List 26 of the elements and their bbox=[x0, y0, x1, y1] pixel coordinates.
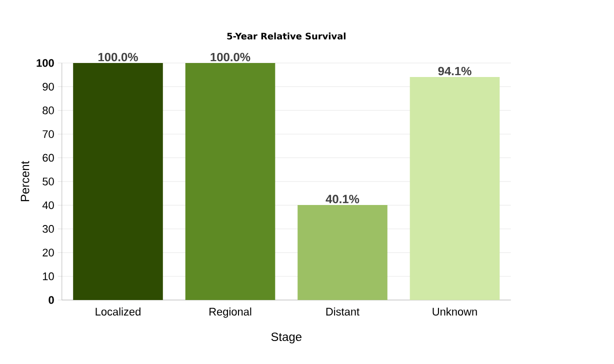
y-tick-label: 0 bbox=[48, 296, 54, 304]
y-tick-label: 100 bbox=[36, 59, 54, 67]
y-axis-title: Percent bbox=[20, 160, 30, 202]
y-tick-label: 90 bbox=[42, 82, 54, 91]
chart-title: 5-Year Relative Survival bbox=[227, 32, 346, 40]
data-label: 100.0% bbox=[210, 52, 250, 62]
y-tick-label: 10 bbox=[42, 272, 54, 280]
y-tick-label: 30 bbox=[42, 225, 54, 233]
bar bbox=[298, 204, 388, 300]
data-label: 100.0% bbox=[98, 52, 138, 62]
data-label: 94.1% bbox=[438, 66, 472, 76]
x-tick-label: Regional bbox=[210, 308, 252, 318]
x-axis-title: Stage bbox=[271, 332, 302, 344]
data-label: 40.1% bbox=[326, 194, 360, 204]
y-tick-label: 80 bbox=[42, 106, 54, 114]
x-tick-label: Localized bbox=[96, 308, 140, 316]
y-tick-label: 50 bbox=[42, 178, 54, 186]
x-tick-label: Unknown bbox=[432, 308, 477, 316]
y-tick-label: 60 bbox=[42, 154, 54, 162]
x-tick-label: Distant bbox=[326, 308, 360, 316]
bar bbox=[73, 63, 163, 300]
bar bbox=[410, 76, 500, 300]
bar bbox=[185, 63, 276, 300]
y-tick-label: 40 bbox=[42, 201, 54, 210]
y-tick-label: 20 bbox=[42, 248, 54, 256]
y-tick-label: 70 bbox=[42, 130, 54, 138]
